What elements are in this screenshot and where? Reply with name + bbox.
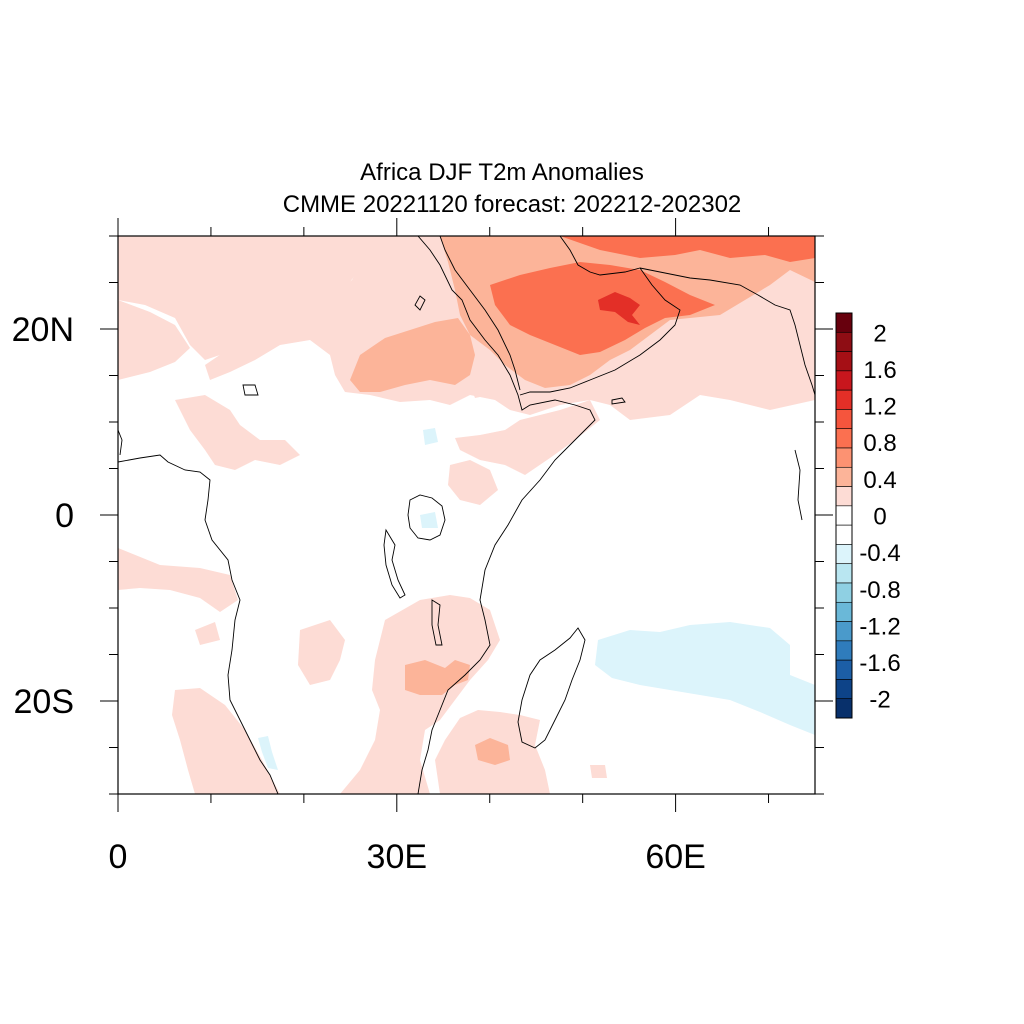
colorbar-label: -0.4 bbox=[859, 540, 900, 567]
colorbar-segment bbox=[835, 698, 853, 719]
anomaly-contours-1.2-1.6 bbox=[598, 292, 640, 325]
colorbar-label: -2 bbox=[869, 687, 890, 714]
colorbar-label: -1.2 bbox=[859, 613, 900, 640]
colorbar-segment bbox=[835, 428, 853, 449]
colorbar-frame bbox=[835, 312, 853, 719]
tick-marks bbox=[100, 218, 833, 812]
colorbar-segment bbox=[835, 640, 853, 661]
coastlines bbox=[118, 236, 815, 794]
colorbar-segment bbox=[835, 544, 853, 565]
colorbar-label: 1.6 bbox=[863, 357, 896, 384]
colorbar-segment bbox=[835, 331, 853, 352]
colorbar-segment bbox=[835, 351, 853, 372]
colorbar-label: -0.8 bbox=[859, 577, 900, 604]
colorbar-label: 0.8 bbox=[863, 430, 896, 457]
colorbar-segment bbox=[835, 505, 853, 526]
anomaly-contours-neg bbox=[258, 428, 815, 770]
colorbar-segment bbox=[835, 582, 853, 603]
colorbar-segment bbox=[835, 601, 853, 622]
colorbar-label: 0.4 bbox=[863, 467, 896, 494]
colorbar-label: 1.2 bbox=[863, 394, 896, 421]
colorbar-segment bbox=[835, 466, 853, 487]
colorbar-segment bbox=[835, 370, 853, 391]
colorbar-segment bbox=[835, 524, 853, 545]
colorbar-segment bbox=[835, 659, 853, 680]
map-subtitle: CMME 20221120 forecast: 202212-202302 bbox=[283, 191, 742, 218]
colorbar-label: 0 bbox=[873, 504, 886, 531]
colorbar-label: 2 bbox=[873, 320, 886, 347]
colorbar-segment bbox=[835, 486, 853, 507]
tick-labels: 0 30E 60E 20N 0 20S bbox=[12, 311, 706, 876]
map-panel bbox=[118, 236, 815, 794]
lon-tick-label: 60E bbox=[645, 838, 706, 876]
map-title: Africa DJF T2m Anomalies bbox=[360, 159, 644, 186]
colorbar-segment bbox=[835, 621, 853, 642]
lat-tick-label: 20N bbox=[12, 311, 74, 349]
lat-tick-label: 0 bbox=[55, 497, 74, 535]
colorbar-segment bbox=[835, 409, 853, 430]
lon-tick-label: 30E bbox=[367, 838, 428, 876]
colorbar-segment bbox=[835, 679, 853, 700]
lon-tick-label: 0 bbox=[109, 838, 128, 876]
colorbar-segment bbox=[835, 563, 853, 584]
colorbar: 2 1.6 1.2 0.8 0.4 0 -0.4 -0.8 -1.2 -1.6 -2 bbox=[835, 312, 901, 719]
lat-tick-label: 20S bbox=[14, 683, 75, 721]
colorbar-segment bbox=[835, 389, 853, 410]
colorbar-label: -1.6 bbox=[859, 650, 900, 677]
colorbar-segment bbox=[835, 447, 853, 468]
colorbar-segment bbox=[835, 312, 853, 333]
